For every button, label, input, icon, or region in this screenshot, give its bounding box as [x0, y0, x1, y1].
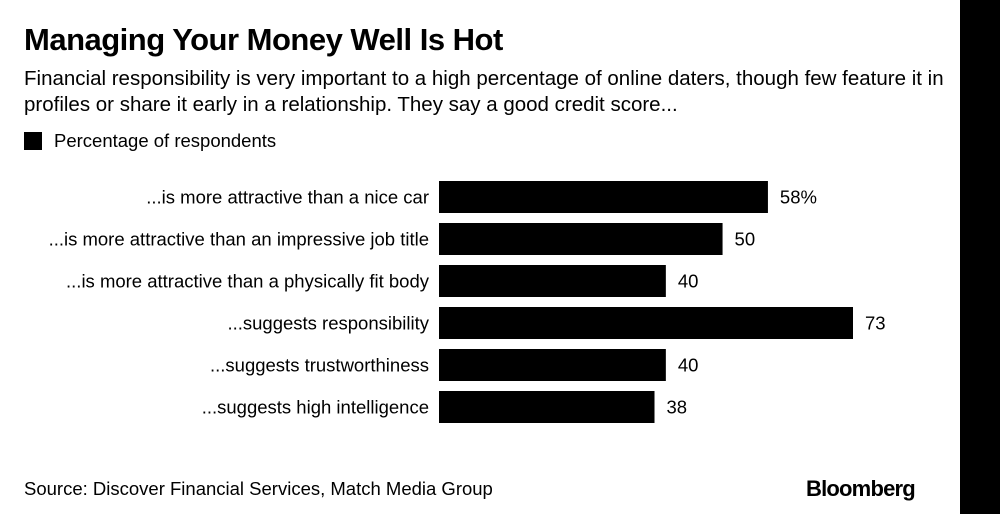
value-label: 40: [678, 355, 699, 376]
right-edge-strip: [960, 0, 1000, 514]
legend: Percentage of respondents: [24, 130, 276, 152]
bar: [439, 391, 655, 423]
value-label: 40: [678, 271, 699, 292]
bar: [439, 265, 666, 297]
legend-swatch: [24, 132, 42, 150]
chart-title: Managing Your Money Well Is Hot: [24, 22, 503, 57]
category-label: ...is more attractive than a nice car: [146, 187, 429, 208]
bar: [439, 223, 723, 255]
source-note: Source: Discover Financial Services, Mat…: [24, 478, 493, 499]
category-label: ...is more attractive than an impressive…: [49, 229, 429, 250]
bar: [439, 349, 666, 381]
value-label: 38: [667, 397, 688, 418]
bar: [439, 181, 768, 213]
category-label: ...suggests high intelligence: [202, 397, 429, 418]
bar: [439, 307, 853, 339]
bar-chart: ...is more attractive than a nice car 58%…: [49, 181, 886, 423]
value-label: 58%: [780, 187, 817, 208]
value-label: 50: [735, 229, 756, 250]
category-label: ...suggests responsibility: [227, 313, 429, 334]
chart-subtitle: Financial responsibility is very importa…: [24, 67, 944, 116]
category-label: ...is more attractive than a physically …: [66, 271, 430, 292]
category-label: ...suggests trustworthiness: [210, 355, 429, 376]
legend-label: Percentage of respondents: [54, 130, 277, 151]
bloomberg-logo: Bloomberg: [806, 476, 916, 501]
value-label: 73: [865, 313, 886, 334]
